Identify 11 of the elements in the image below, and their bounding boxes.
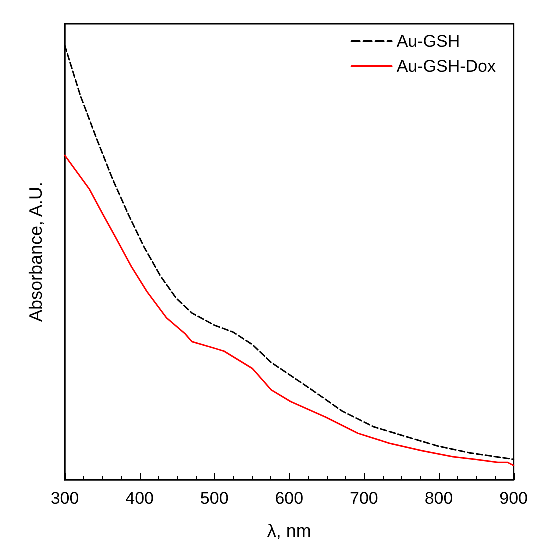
x-tick-label: 800 xyxy=(424,489,454,508)
x-axis-title: λ, nm xyxy=(267,521,312,541)
x-tick-label: 400 xyxy=(126,489,154,508)
legend-label: Au-GSH-Dox xyxy=(396,57,496,76)
y-axis-title: Absorbance, A.U. xyxy=(26,182,46,322)
x-tick-label: 500 xyxy=(200,489,229,508)
x-tick-label: 700 xyxy=(350,489,378,508)
x-tick-label: 300 xyxy=(50,489,80,508)
legend-label: Au-GSH xyxy=(396,32,460,51)
x-tick-label: 900 xyxy=(500,489,528,508)
x-tick-label: 600 xyxy=(275,489,304,508)
